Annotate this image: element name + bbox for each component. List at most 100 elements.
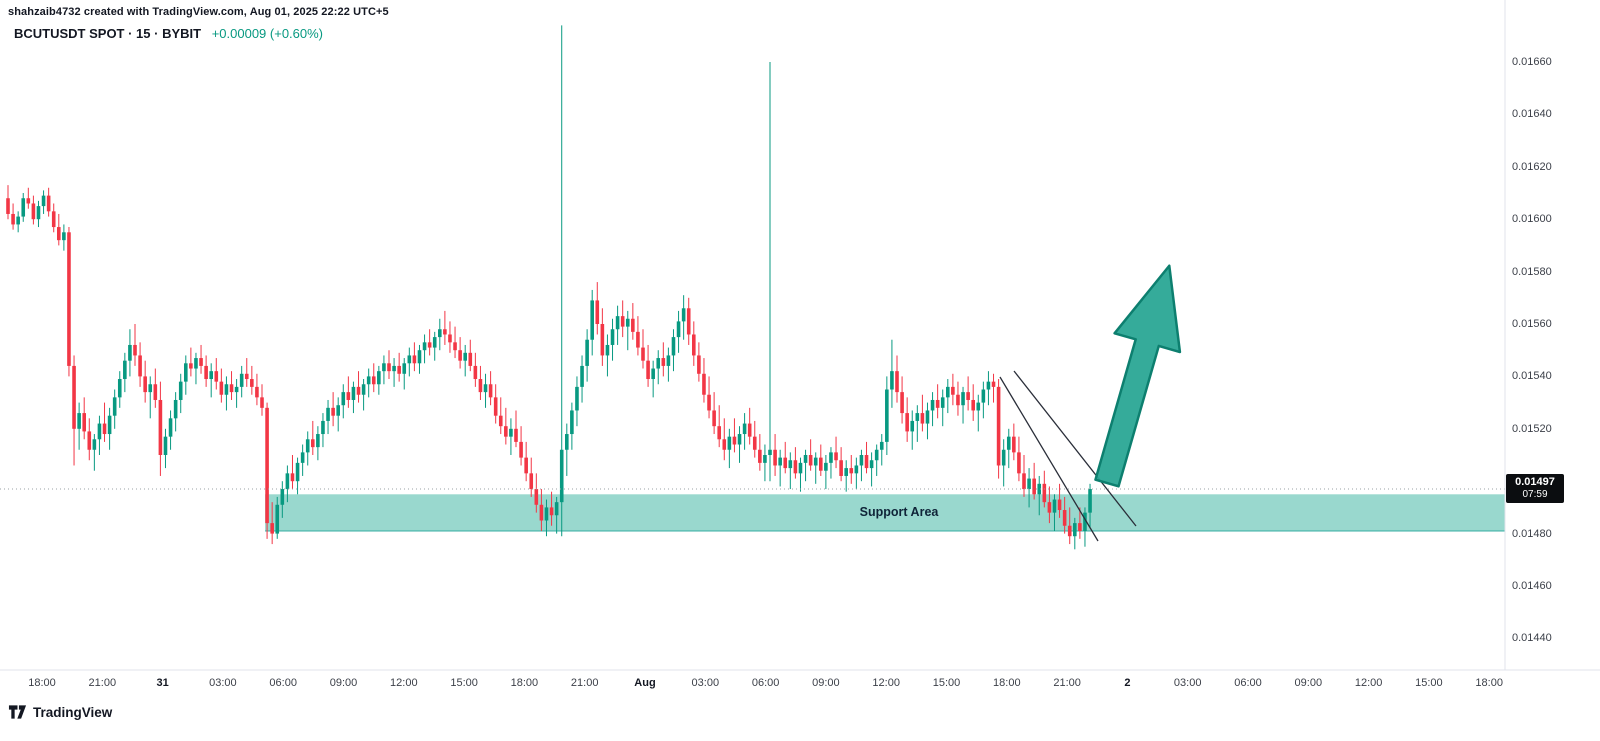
candle [1037,475,1042,516]
candle [128,329,132,377]
candle [905,397,909,442]
trend-line[interactable] [999,376,1099,542]
candle [189,347,193,377]
candle [803,449,808,482]
candle [427,329,432,356]
time-axis-label: 15:00 [1415,677,1443,689]
candle [417,344,422,374]
tradingview-logo-text: TradingView [33,704,113,720]
time-axis-label: 2 [1124,677,1131,689]
candle [163,428,168,469]
candle [590,289,594,356]
candle [580,355,584,403]
up-arrow-annotation[interactable] [1074,256,1202,492]
candle [1001,439,1006,487]
candle [813,452,818,484]
candle [123,352,127,393]
candle [57,213,61,246]
candle [112,389,117,429]
candle [382,355,386,385]
candle [326,399,330,435]
time-axis-label: 31 [156,677,169,689]
candle [478,365,483,400]
candle [976,394,981,432]
candle [717,405,721,448]
time-axis-label: 06:00 [269,677,297,689]
candle [544,499,549,537]
candle [260,384,264,416]
candle [1012,423,1016,461]
time-axis-label: 03:00 [691,677,720,689]
candle [402,358,407,390]
time-axis-label: 18:00 [28,677,56,689]
candle [996,379,1001,479]
candle [239,365,244,398]
candle [600,308,605,366]
tradingview-logo[interactable]: TradingView [8,704,112,720]
candle [133,324,137,366]
candle [290,455,295,490]
candle [549,491,554,526]
candle [900,376,904,424]
candle [1057,483,1062,518]
time-axis-label: 18:00 [510,677,539,689]
candle [46,187,51,217]
candle [51,203,56,233]
candle [473,352,478,387]
candle [610,318,615,361]
candle [752,420,757,458]
candle [671,329,676,372]
candle [570,402,574,450]
trend-line[interactable] [1013,370,1137,527]
candle [275,496,280,539]
candle [707,376,711,419]
candle [92,434,97,471]
candle [575,376,579,427]
candle [41,190,46,214]
candle [534,473,539,513]
symbol-legend[interactable]: BCUTUSDT SPOT · 15 · BYBIT +0.00009 (+0.… [14,26,323,41]
time-axis-label: 21:00 [1053,677,1081,689]
time-axis-label: 03:00 [209,677,237,689]
candle [895,355,899,403]
candle [311,420,315,455]
time-axis-label: 15:00 [932,677,961,689]
candle [625,310,630,351]
candle [72,355,76,466]
candle [631,303,635,340]
candle [778,449,782,487]
candle [214,358,219,390]
candle [498,397,503,435]
candle [712,392,716,435]
candle [788,452,793,490]
candle [885,376,889,455]
candle [1047,486,1052,524]
candle [864,441,869,474]
candle [102,402,107,442]
candle [178,373,183,414]
candle [646,344,650,387]
candle [991,373,996,403]
symbol-title[interactable]: BCUTUSDT SPOT · 15 · BYBIT [14,26,202,41]
candle [387,350,391,380]
candle [270,502,274,545]
candle [443,310,447,345]
candle [199,344,203,374]
candle [1006,428,1011,469]
price-axis-label: 0.01540 [1512,370,1552,383]
candle [519,426,523,466]
candle [67,227,71,377]
candle [341,384,346,419]
time-axis-label: 09:00 [812,677,840,689]
candle [666,347,671,382]
candle [255,373,259,406]
candle [565,423,569,476]
time-axis-label: Aug [634,677,656,689]
candle [615,305,620,345]
candle [229,371,234,400]
candle [539,489,544,531]
candle [504,407,508,445]
candle [910,410,915,450]
